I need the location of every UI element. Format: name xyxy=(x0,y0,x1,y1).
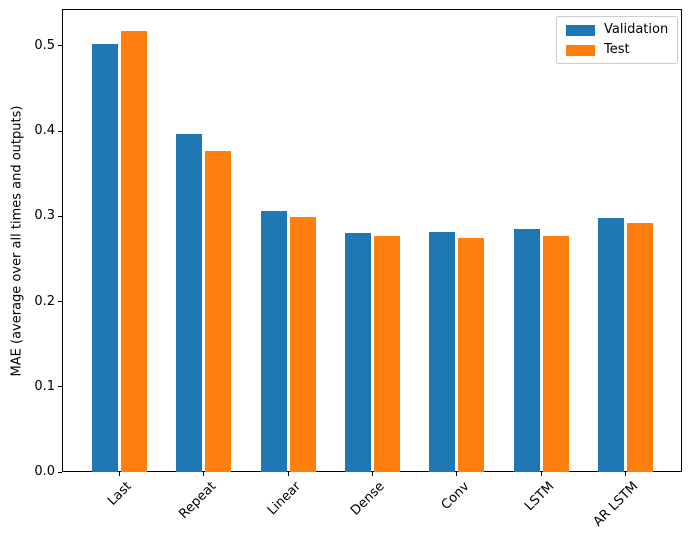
bar-validation-linear xyxy=(260,211,287,472)
x-tick-mark xyxy=(203,472,205,476)
y-tick-mark xyxy=(58,130,62,132)
y-axis-label: MAE (average over all times and outputs) xyxy=(9,105,25,377)
bar-test-linear xyxy=(289,217,316,472)
x-tick-label-linear: Linear xyxy=(264,479,304,519)
x-tick-label-lstm: LSTM xyxy=(521,479,558,515)
y-tick-mark xyxy=(58,471,62,473)
bar-validation-dense xyxy=(345,233,371,472)
x-tick-mark xyxy=(118,472,120,476)
legend-label-validation: Validation xyxy=(604,22,669,37)
plot-area xyxy=(62,9,682,472)
bar-test-lstm xyxy=(542,235,569,472)
y-tick-mark xyxy=(58,301,62,303)
y-tick-label: 0.2 xyxy=(34,293,55,309)
y-tick-label: 0.3 xyxy=(34,208,55,224)
x-tick-label-repeat: Repeat xyxy=(176,479,220,522)
legend: Validation Test xyxy=(556,16,679,64)
bar-validation-ar-lstm xyxy=(598,217,625,472)
legend-item-validation: Validation xyxy=(566,23,668,37)
bar-test-repeat xyxy=(205,150,232,472)
test-swatch-icon xyxy=(566,44,595,56)
x-tick-mark xyxy=(287,472,289,476)
x-tick-label-dense: Dense xyxy=(348,479,389,519)
x-tick-label-last: Last xyxy=(105,479,135,509)
y-tick-label: 0.4 xyxy=(34,123,55,139)
y-tick-label: 0.5 xyxy=(34,37,55,53)
bar-test-last xyxy=(120,31,147,472)
x-tick-label-conv: Conv xyxy=(438,479,473,513)
legend-label-test: Test xyxy=(604,42,630,57)
y-tick-mark xyxy=(58,215,62,217)
bar-test-dense xyxy=(374,235,400,472)
x-tick-mark xyxy=(372,472,373,476)
bar-validation-last xyxy=(91,44,118,472)
bar-validation-conv xyxy=(429,232,456,472)
y-tick-mark xyxy=(58,386,62,388)
x-tick-mark xyxy=(540,472,542,476)
validation-swatch-icon xyxy=(566,24,595,36)
y-tick-label: 0.1 xyxy=(34,378,55,394)
x-tick-mark xyxy=(456,472,458,476)
x-tick-mark xyxy=(625,472,627,476)
bar-test-conv xyxy=(458,237,485,472)
x-tick-label-ar-lstm: AR LSTM xyxy=(590,479,642,530)
y-tick-mark xyxy=(58,45,62,47)
y-tick-label: 0.0 xyxy=(34,464,55,479)
bar-test-ar-lstm xyxy=(627,223,654,472)
legend-item-test: Test xyxy=(566,43,668,57)
bar-validation-repeat xyxy=(176,134,203,472)
bar-validation-lstm xyxy=(513,229,540,472)
